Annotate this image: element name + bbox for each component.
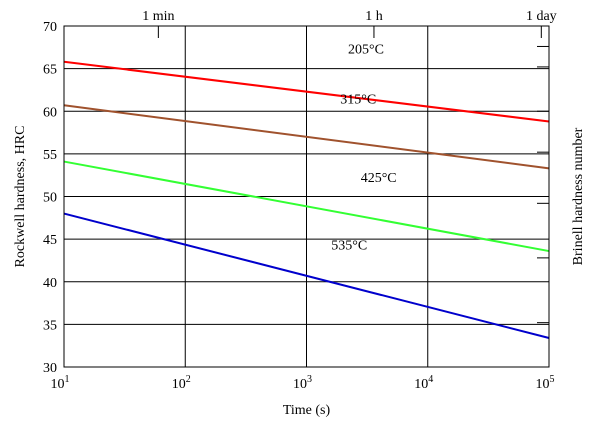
grid-lines: [64, 26, 549, 367]
y-tick-label: 30: [43, 361, 57, 376]
series-line: [63, 160, 550, 253]
y-tick-label: 70: [43, 20, 57, 35]
top-tick-label: 1 day: [526, 9, 557, 24]
series-lines: [63, 60, 550, 339]
top-tick-label: 1 h: [365, 9, 383, 24]
series-line: [63, 60, 550, 123]
y-tick-label: 55: [43, 148, 57, 163]
axis-ticks: 101 102 103 104 105 30 35 40 45 50 55 60 65 70 1 min 1 …: [43, 9, 557, 392]
y-tick-label: 40: [43, 276, 57, 291]
y2-axis-label: Brinell hardness number: [571, 127, 586, 265]
y-tick-label: 60: [43, 105, 57, 120]
y-axis-label: Rockwell hardness, HRC: [13, 126, 28, 268]
series-line: [63, 212, 550, 339]
series-label: 535°C: [331, 238, 367, 253]
series-label: 315°C: [340, 93, 376, 108]
x-tick-label: 105: [536, 374, 555, 392]
y-tick-label: 35: [43, 318, 57, 333]
y-tick-label: 50: [43, 191, 57, 206]
series-label: 425°C: [361, 171, 397, 186]
x-tick-label: 103: [293, 374, 312, 392]
plot-frame: [63, 25, 550, 368]
top-tick-label: 1 min: [142, 9, 174, 24]
x-tick-label: 102: [172, 374, 191, 392]
y-tick-label: 65: [43, 63, 57, 78]
series-line: [63, 104, 550, 170]
series-label: 205°C: [348, 42, 384, 57]
series-labels: 205°C 315°C 425°C 535°C: [331, 42, 396, 253]
x-axis-label: Time (s): [283, 403, 331, 418]
x-tick-label: 104: [414, 374, 433, 392]
x-tick-label: 101: [51, 374, 70, 392]
y-tick-label: 45: [43, 233, 57, 248]
